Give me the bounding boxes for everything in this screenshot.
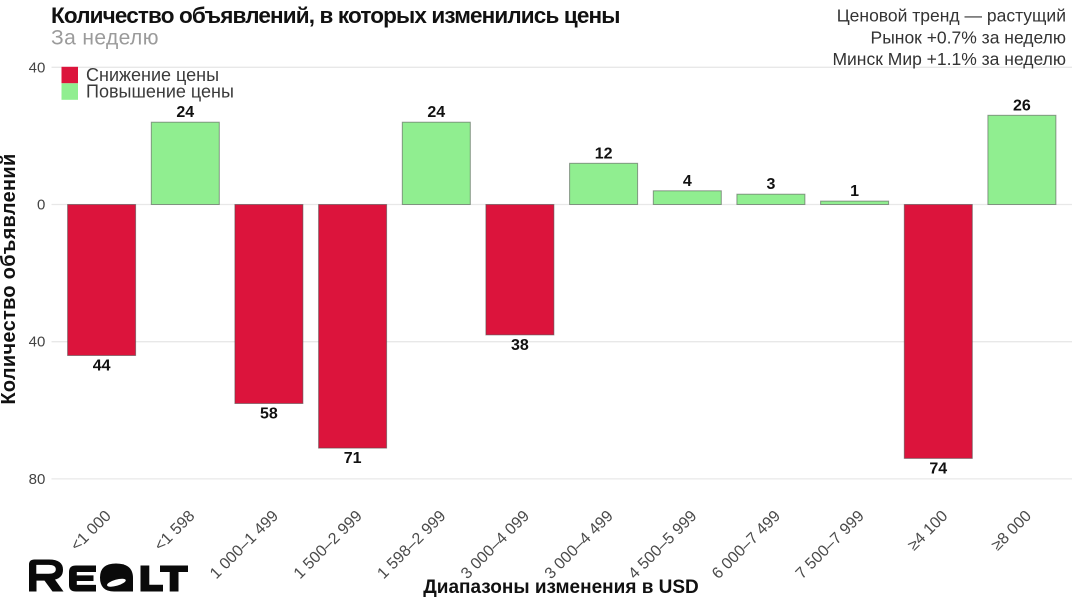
svg-text:26: 26 [1013, 97, 1031, 114]
svg-text:38: 38 [511, 337, 529, 354]
svg-text:74: 74 [929, 460, 947, 477]
svg-text:0: 0 [37, 197, 45, 214]
svg-text:40: 40 [29, 59, 46, 76]
svg-text:3: 3 [766, 176, 775, 193]
svg-text:71: 71 [344, 450, 362, 467]
svg-text:24: 24 [176, 104, 194, 121]
svg-text:80: 80 [29, 471, 46, 488]
svg-text:Снижение цены: Снижение цены [86, 65, 219, 85]
svg-text:Количество объявлений: Количество объявлений [0, 153, 20, 404]
svg-text:44: 44 [93, 357, 111, 374]
svg-text:Повышение цены: Повышение цены [86, 82, 234, 102]
svg-text:58: 58 [260, 405, 278, 422]
svg-text:Рынок +0.7% за неделю: Рынок +0.7% за неделю [871, 28, 1066, 48]
svg-text:Диапазоны изменения в USD: Диапазоны изменения в USD [423, 577, 699, 598]
svg-text:1: 1 [850, 183, 859, 200]
svg-text:За неделю: За неделю [51, 26, 159, 49]
svg-text:12: 12 [595, 145, 613, 162]
svg-text:24: 24 [427, 104, 445, 121]
svg-text:Минск Мир +1.1% за неделю: Минск Мир +1.1% за неделю [832, 49, 1066, 69]
svg-text:Количество объявлений, в котор: Количество объявлений, в которых изменил… [51, 3, 620, 28]
svg-text:4: 4 [683, 173, 692, 190]
svg-text:Ценовой тренд — растущий: Ценовой тренд — растущий [837, 6, 1066, 26]
svg-text:40: 40 [29, 334, 46, 351]
